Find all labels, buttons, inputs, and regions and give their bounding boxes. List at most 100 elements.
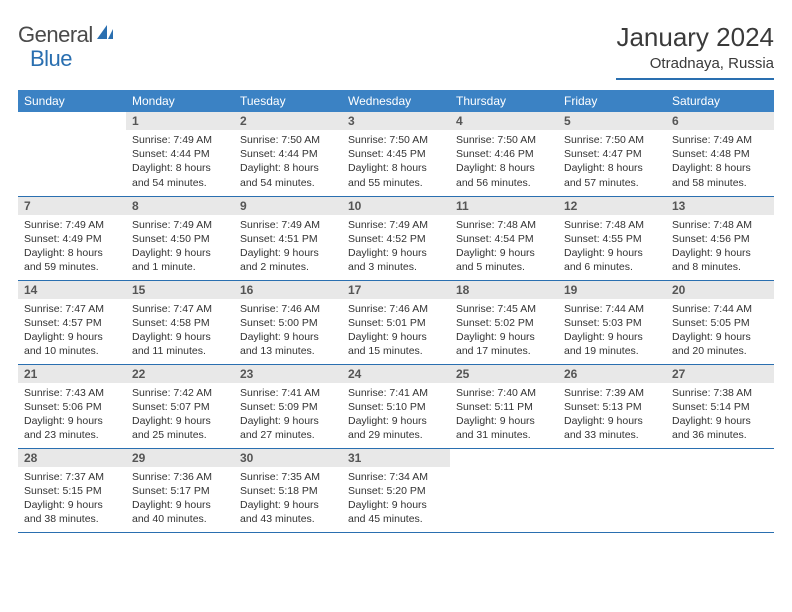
day-header: Wednesday <box>342 90 450 112</box>
calendar-cell: 3Sunrise: 7:50 AMSunset: 4:45 PMDaylight… <box>342 112 450 196</box>
sunset-text: Sunset: 5:06 PM <box>24 400 120 414</box>
day-number: 28 <box>18 449 126 467</box>
day-number: 22 <box>126 365 234 383</box>
day-number: 10 <box>342 197 450 215</box>
day-header: Saturday <box>666 90 774 112</box>
sunset-text: Sunset: 4:44 PM <box>132 147 228 161</box>
sunrise-text: Sunrise: 7:36 AM <box>132 470 228 484</box>
day-body: Sunrise: 7:48 AMSunset: 4:56 PMDaylight:… <box>666 215 774 279</box>
daylight-text-2: and 13 minutes. <box>240 344 336 358</box>
day-number: 25 <box>450 365 558 383</box>
daylight-text-1: Daylight: 9 hours <box>24 330 120 344</box>
calendar: Sunday Monday Tuesday Wednesday Thursday… <box>18 90 774 533</box>
daylight-text-1: Daylight: 9 hours <box>564 414 660 428</box>
daylight-text-2: and 6 minutes. <box>564 260 660 274</box>
calendar-row: 7Sunrise: 7:49 AMSunset: 4:49 PMDaylight… <box>18 196 774 280</box>
calendar-body: .1 Sunrise: 7:49 AM Sunset: 4:44 PM Dayligh… <box>18 112 774 532</box>
daylight-text-1: Daylight: 9 hours <box>240 246 336 260</box>
sunset-text: Sunset: 4:54 PM <box>456 232 552 246</box>
calendar-cell: 31Sunrise: 7:34 AMSunset: 5:20 PMDayligh… <box>342 448 450 532</box>
day-number: 2 <box>234 112 342 130</box>
sunset-text: Sunset: 4:48 PM <box>672 147 768 161</box>
sunrise-text: Sunrise: 7:50 AM <box>240 133 336 147</box>
sunrise-text: Sunrise: 7:49 AM <box>24 218 120 232</box>
calendar-cell: 6Sunrise: 7:49 AMSunset: 4:48 PMDaylight… <box>666 112 774 196</box>
daylight-text-2: and 56 minutes. <box>456 176 552 190</box>
day-number: 31 <box>342 449 450 467</box>
sunset-text: Sunset: 4:57 PM <box>24 316 120 330</box>
sunrise-text: Sunrise: 7:38 AM <box>672 386 768 400</box>
sunset-text: Sunset: 5:14 PM <box>672 400 768 414</box>
daylight-text-1: Daylight: 9 hours <box>132 246 228 260</box>
sunrise-text: Sunrise: 7:49 AM <box>348 218 444 232</box>
calendar-cell: 13Sunrise: 7:48 AMSunset: 4:56 PMDayligh… <box>666 196 774 280</box>
day-body: Sunrise: 7:35 AMSunset: 5:18 PMDaylight:… <box>234 467 342 531</box>
calendar-cell: 18Sunrise: 7:45 AMSunset: 5:02 PMDayligh… <box>450 280 558 364</box>
day-body: Sunrise: 7:38 AMSunset: 5:14 PMDaylight:… <box>666 383 774 447</box>
day-body: Sunrise: 7:36 AMSunset: 5:17 PMDaylight:… <box>126 467 234 531</box>
daylight-text-1: Daylight: 8 hours <box>348 161 444 175</box>
calendar-cell: 5Sunrise: 7:50 AMSunset: 4:47 PMDaylight… <box>558 112 666 196</box>
sail-icon <box>95 23 115 48</box>
day-number: 21 <box>18 365 126 383</box>
day-header: Monday <box>126 90 234 112</box>
day-number: 11 <box>450 197 558 215</box>
sunrise-text: Sunrise: 7:47 AM <box>132 302 228 316</box>
sunrise-text: Sunrise: 7:35 AM <box>240 470 336 484</box>
daylight-text-2: and 38 minutes. <box>24 512 120 526</box>
sunset-text: Sunset: 5:03 PM <box>564 316 660 330</box>
day-number: 4 <box>450 112 558 130</box>
sunrise-text: Sunrise: 7:49 AM <box>240 218 336 232</box>
calendar-cell: 25Sunrise: 7:40 AMSunset: 5:11 PMDayligh… <box>450 364 558 448</box>
calendar-cell: 16Sunrise: 7:46 AMSunset: 5:00 PMDayligh… <box>234 280 342 364</box>
title-block: January 2024 Otradnaya, Russia <box>616 22 774 80</box>
header: General January 2024 Otradnaya, Russia <box>18 22 774 80</box>
daylight-text-1: Daylight: 8 hours <box>672 161 768 175</box>
sunset-text: Sunset: 4:52 PM <box>348 232 444 246</box>
sunset-text: Sunset: 5:10 PM <box>348 400 444 414</box>
day-header: Thursday <box>450 90 558 112</box>
sunrise-text: Sunrise: 7:44 AM <box>672 302 768 316</box>
day-body: Sunrise: 7:49 AMSunset: 4:49 PMDaylight:… <box>18 215 126 279</box>
sunset-text: Sunset: 5:15 PM <box>24 484 120 498</box>
day-number: 24 <box>342 365 450 383</box>
day-body: Sunrise: 7:40 AMSunset: 5:11 PMDaylight:… <box>450 383 558 447</box>
calendar-cell: 24Sunrise: 7:41 AMSunset: 5:10 PMDayligh… <box>342 364 450 448</box>
day-header: Tuesday <box>234 90 342 112</box>
calendar-cell: 23Sunrise: 7:41 AMSunset: 5:09 PMDayligh… <box>234 364 342 448</box>
day-number: 3 <box>342 112 450 130</box>
sunrise-text: Sunrise: 7:43 AM <box>24 386 120 400</box>
day-body: Sunrise: 7:50 AMSunset: 4:45 PMDaylight:… <box>342 130 450 194</box>
daylight-text-2: and 57 minutes. <box>564 176 660 190</box>
day-body: Sunrise: 7:44 AMSunset: 5:05 PMDaylight:… <box>666 299 774 363</box>
day-number: 29 <box>126 449 234 467</box>
sunset-text: Sunset: 4:49 PM <box>24 232 120 246</box>
daylight-text-1: Daylight: 9 hours <box>456 414 552 428</box>
sunrise-text: Sunrise: 7:41 AM <box>240 386 336 400</box>
daylight-text-1: Daylight: 9 hours <box>132 330 228 344</box>
sunset-text: Sunset: 4:46 PM <box>456 147 552 161</box>
daylight-text-2: and 29 minutes. <box>348 428 444 442</box>
calendar-cell: . <box>18 112 126 196</box>
sunrise-text: Sunrise: 7:49 AM <box>132 218 228 232</box>
sunset-text: Sunset: 4:55 PM <box>564 232 660 246</box>
daylight-text-2: and 33 minutes. <box>564 428 660 442</box>
daylight-text-2: and 11 minutes. <box>132 344 228 358</box>
daylight-text-1: Daylight: 9 hours <box>24 414 120 428</box>
day-body: Sunrise: 7:41 AMSunset: 5:09 PMDaylight:… <box>234 383 342 447</box>
daylight-text-1: Daylight: 9 hours <box>564 246 660 260</box>
day-body: Sunrise: 7:43 AMSunset: 5:06 PMDaylight:… <box>18 383 126 447</box>
day-number: 6 <box>666 112 774 130</box>
daylight-text-1: Daylight: 8 hours <box>240 161 336 175</box>
sunset-text: Sunset: 5:13 PM <box>564 400 660 414</box>
sunrise-text: Sunrise: 7:34 AM <box>348 470 444 484</box>
daylight-text-2: and 58 minutes. <box>672 176 768 190</box>
sunrise-text: Sunrise: 7:41 AM <box>348 386 444 400</box>
daylight-text-2: and 40 minutes. <box>132 512 228 526</box>
day-number: 1 <box>126 112 234 130</box>
calendar-cell: 21Sunrise: 7:43 AMSunset: 5:06 PMDayligh… <box>18 364 126 448</box>
day-body: Sunrise: 7:37 AMSunset: 5:15 PMDaylight:… <box>18 467 126 531</box>
daylight-text-2: and 1 minute. <box>132 260 228 274</box>
day-body: Sunrise: 7:48 AMSunset: 4:54 PMDaylight:… <box>450 215 558 279</box>
location: Otradnaya, Russia <box>616 55 774 80</box>
